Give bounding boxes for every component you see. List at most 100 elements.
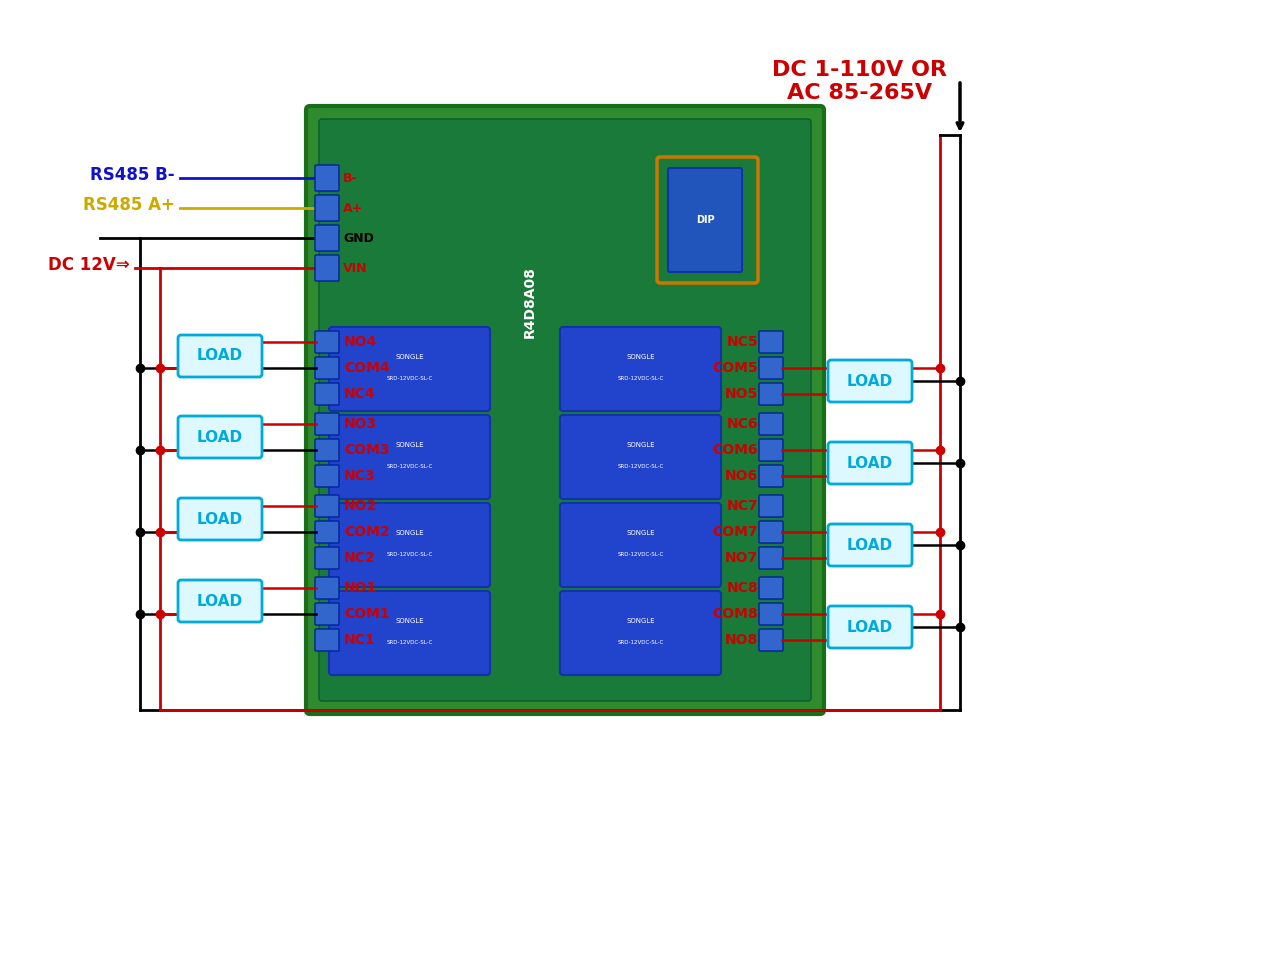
Text: SONGLE: SONGLE — [396, 443, 424, 448]
FancyBboxPatch shape — [306, 106, 824, 714]
FancyBboxPatch shape — [759, 629, 783, 651]
Text: COM4: COM4 — [344, 361, 389, 375]
Text: NC4: NC4 — [344, 387, 375, 401]
FancyBboxPatch shape — [315, 521, 339, 543]
Text: COM8: COM8 — [713, 607, 758, 621]
Text: NC1: NC1 — [344, 633, 375, 647]
Text: NO7: NO7 — [724, 551, 758, 565]
FancyBboxPatch shape — [561, 327, 721, 411]
FancyBboxPatch shape — [759, 521, 783, 543]
FancyBboxPatch shape — [329, 503, 490, 587]
Text: LOAD: LOAD — [847, 373, 893, 389]
Text: LOAD: LOAD — [847, 619, 893, 635]
FancyBboxPatch shape — [315, 413, 339, 435]
Text: DC 1-110V OR
AC 85-265V: DC 1-110V OR AC 85-265V — [773, 60, 947, 104]
FancyBboxPatch shape — [828, 524, 911, 566]
Text: NC3: NC3 — [344, 469, 375, 483]
FancyBboxPatch shape — [759, 495, 783, 517]
FancyBboxPatch shape — [315, 577, 339, 599]
Text: SONGLE: SONGLE — [626, 443, 655, 448]
Text: NO3: NO3 — [344, 417, 378, 431]
Text: GND: GND — [343, 231, 374, 245]
Text: COM2: COM2 — [344, 525, 389, 539]
Text: LOAD: LOAD — [197, 348, 243, 364]
Text: SRD-12VDC-SL-C: SRD-12VDC-SL-C — [617, 464, 664, 468]
Text: RS485 A+: RS485 A+ — [83, 196, 175, 214]
FancyBboxPatch shape — [319, 119, 812, 701]
FancyBboxPatch shape — [828, 360, 911, 402]
Text: SRD-12VDC-SL-C: SRD-12VDC-SL-C — [617, 552, 664, 557]
Text: LOAD: LOAD — [847, 455, 893, 470]
FancyBboxPatch shape — [759, 465, 783, 487]
Text: B-: B- — [343, 172, 357, 184]
FancyBboxPatch shape — [759, 603, 783, 625]
Text: NC8: NC8 — [726, 581, 758, 595]
FancyBboxPatch shape — [178, 498, 262, 540]
Text: NO4: NO4 — [344, 335, 378, 349]
Text: SRD-12VDC-SL-C: SRD-12VDC-SL-C — [617, 640, 664, 645]
Text: NO5: NO5 — [724, 387, 758, 401]
FancyBboxPatch shape — [315, 165, 339, 191]
FancyBboxPatch shape — [315, 603, 339, 625]
FancyBboxPatch shape — [759, 331, 783, 353]
Text: SONGLE: SONGLE — [626, 354, 655, 360]
Text: COM5: COM5 — [713, 361, 758, 375]
Text: COM6: COM6 — [713, 443, 758, 457]
FancyBboxPatch shape — [178, 335, 262, 377]
Text: SRD-12VDC-SL-C: SRD-12VDC-SL-C — [387, 640, 433, 645]
Text: NC5: NC5 — [726, 335, 758, 349]
Text: VIN: VIN — [343, 261, 367, 275]
FancyBboxPatch shape — [329, 591, 490, 675]
Text: COM3: COM3 — [344, 443, 389, 457]
Text: COM7: COM7 — [713, 525, 758, 539]
FancyBboxPatch shape — [329, 327, 490, 411]
FancyBboxPatch shape — [315, 547, 339, 569]
Text: NO1: NO1 — [344, 581, 378, 595]
Text: SONGLE: SONGLE — [626, 530, 655, 537]
FancyBboxPatch shape — [828, 442, 911, 484]
Text: SRD-12VDC-SL-C: SRD-12VDC-SL-C — [387, 376, 433, 381]
Text: SONGLE: SONGLE — [396, 530, 424, 537]
FancyBboxPatch shape — [315, 383, 339, 405]
Text: NC6: NC6 — [727, 417, 758, 431]
FancyBboxPatch shape — [561, 503, 721, 587]
FancyBboxPatch shape — [315, 629, 339, 651]
FancyBboxPatch shape — [315, 439, 339, 461]
FancyBboxPatch shape — [315, 255, 339, 281]
Text: A+: A+ — [343, 202, 364, 214]
Text: NC2: NC2 — [344, 551, 375, 565]
Text: LOAD: LOAD — [197, 593, 243, 609]
FancyBboxPatch shape — [561, 591, 721, 675]
Text: NO6: NO6 — [724, 469, 758, 483]
Text: LOAD: LOAD — [197, 512, 243, 526]
FancyBboxPatch shape — [315, 225, 339, 251]
Text: DC 12V⇒: DC 12V⇒ — [49, 256, 131, 274]
Text: COM1: COM1 — [344, 607, 389, 621]
Text: SRD-12VDC-SL-C: SRD-12VDC-SL-C — [617, 376, 664, 381]
FancyBboxPatch shape — [759, 547, 783, 569]
FancyBboxPatch shape — [329, 415, 490, 499]
Text: LOAD: LOAD — [847, 538, 893, 553]
FancyBboxPatch shape — [759, 383, 783, 405]
FancyBboxPatch shape — [828, 606, 911, 648]
FancyBboxPatch shape — [178, 416, 262, 458]
FancyBboxPatch shape — [759, 413, 783, 435]
FancyBboxPatch shape — [315, 465, 339, 487]
FancyBboxPatch shape — [759, 577, 783, 599]
Text: SONGLE: SONGLE — [396, 354, 424, 360]
Text: DIP: DIP — [696, 215, 714, 225]
Text: SONGLE: SONGLE — [396, 618, 424, 624]
Text: RS485 B-: RS485 B- — [91, 166, 175, 184]
Text: SRD-12VDC-SL-C: SRD-12VDC-SL-C — [387, 464, 433, 468]
FancyBboxPatch shape — [759, 357, 783, 379]
FancyBboxPatch shape — [315, 331, 339, 353]
FancyBboxPatch shape — [561, 415, 721, 499]
FancyBboxPatch shape — [759, 439, 783, 461]
FancyBboxPatch shape — [315, 195, 339, 221]
Text: NO8: NO8 — [724, 633, 758, 647]
Text: SRD-12VDC-SL-C: SRD-12VDC-SL-C — [387, 552, 433, 557]
Text: NC7: NC7 — [727, 499, 758, 513]
Text: LOAD: LOAD — [197, 429, 243, 444]
Text: R4D8A08: R4D8A08 — [522, 266, 536, 338]
Text: SONGLE: SONGLE — [626, 618, 655, 624]
